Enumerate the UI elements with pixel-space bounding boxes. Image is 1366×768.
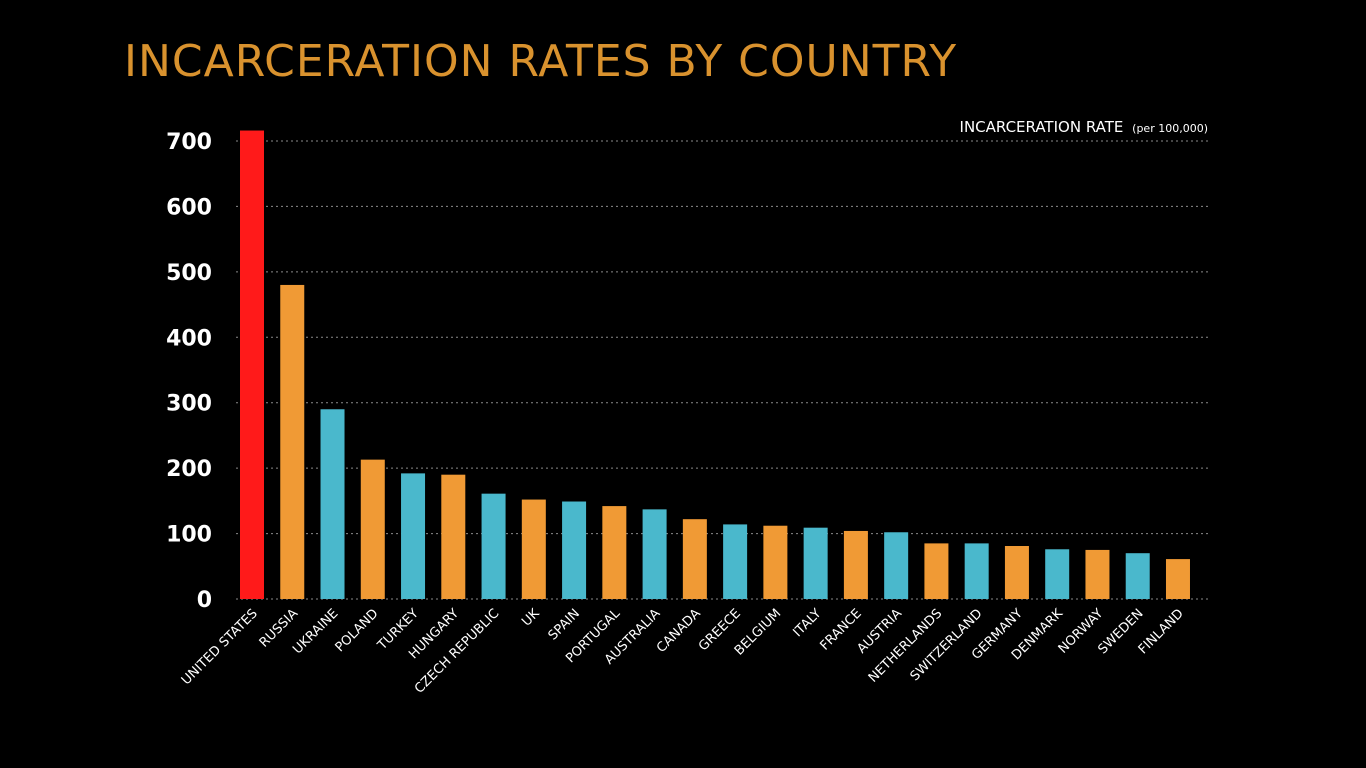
bar-poland (360, 459, 385, 599)
bar-sweden (1125, 553, 1150, 599)
y-tick-label: 200 (166, 457, 212, 482)
bar-portugal (602, 506, 627, 599)
x-tick-label: ITALY (790, 606, 824, 640)
bar-turkey (401, 473, 426, 599)
x-tick-label: NETHERLANDS (866, 606, 945, 685)
bar-italy (803, 527, 828, 599)
bar-greece (723, 524, 748, 599)
bar-netherlands (924, 543, 949, 599)
bar-finland (1165, 559, 1190, 599)
x-axis: UNITED STATESRUSSIAUKRAINEPOLANDTURKEYHU… (179, 606, 1187, 697)
bar-canada (682, 519, 707, 599)
x-tick-label: SPAIN (546, 606, 583, 643)
y-axis-label-unit: (per 100,000) (1132, 122, 1208, 135)
bar-uk (521, 499, 546, 599)
bar-spain (562, 501, 587, 599)
x-tick-label: CANADA (654, 606, 704, 656)
y-axis-label: INCARCERATION RATE (per 100,000) (960, 118, 1208, 136)
chart-title: INCARCERATION RATES BY COUNTRY (124, 36, 958, 87)
bar-ukraine (320, 409, 345, 599)
y-axis: 0 100 200 300 400 500 600 700 (166, 130, 212, 613)
bar-france (843, 530, 868, 599)
y-tick-label: 0 (197, 588, 212, 613)
bar-united-states (240, 130, 264, 599)
x-tick-label: POLAND (333, 606, 382, 655)
bar-belgium (763, 525, 788, 599)
y-tick-label: 500 (166, 261, 212, 286)
x-tick-label: UNITED STATES (179, 606, 261, 688)
y-tick-label: 700 (166, 130, 212, 155)
y-axis-label-text: INCARCERATION RATE (960, 118, 1124, 136)
bar-czech-republic (481, 493, 506, 599)
bar-denmark (1045, 549, 1070, 599)
bar-austria (884, 532, 909, 599)
bar-hungary (441, 474, 466, 599)
bar-switzerland (964, 543, 989, 599)
bar-germany (1004, 546, 1029, 599)
y-tick-label: 600 (166, 195, 212, 220)
y-tick-label: 400 (166, 326, 212, 351)
y-tick-label: 300 (166, 392, 212, 417)
y-tick-label: 100 (166, 523, 212, 548)
x-tick-label: UK (519, 606, 543, 630)
bar-australia (642, 509, 667, 599)
bar-norway (1085, 549, 1110, 599)
bars-layer (240, 130, 1190, 599)
x-tick-label: SWITZERLAND (908, 606, 986, 684)
grid-layer (236, 140, 1208, 600)
bar-russia (280, 284, 305, 599)
